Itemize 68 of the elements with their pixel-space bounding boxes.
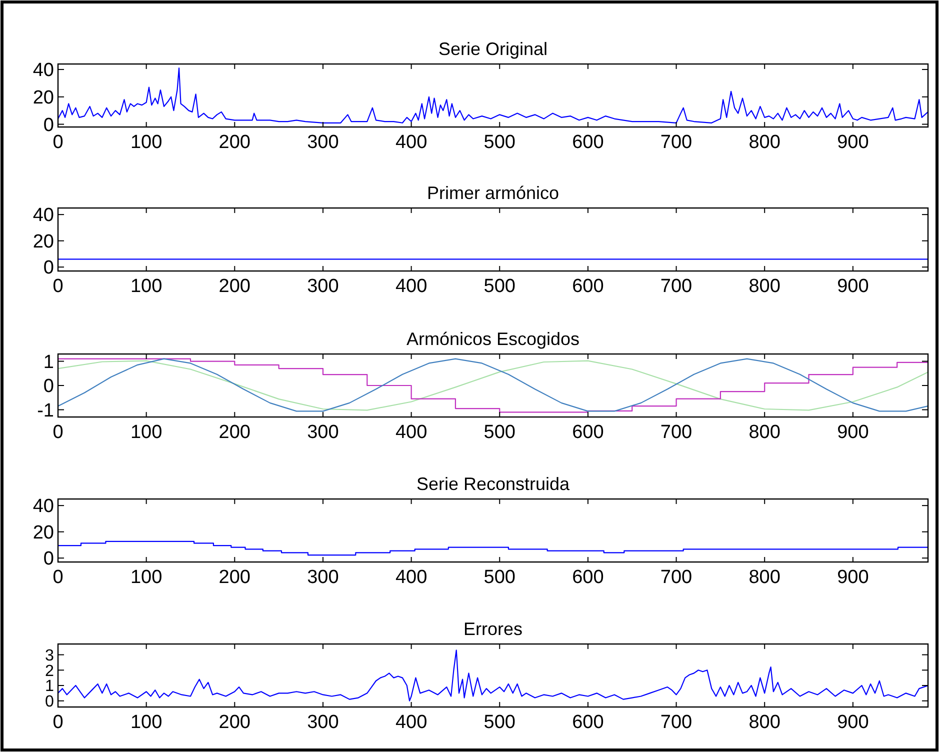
y-tick-label: 0 xyxy=(43,258,54,279)
y-tick-label: 0 xyxy=(43,376,54,398)
x-tick-label: 100 xyxy=(130,422,162,443)
x-tick-label: 300 xyxy=(307,132,339,153)
x-tick-label: 400 xyxy=(395,422,428,443)
chart-title: Primer armónico xyxy=(426,183,560,203)
x-tick-label: 600 xyxy=(572,712,604,733)
y-tick-label: 40 xyxy=(32,205,54,226)
x-tick-label: 500 xyxy=(484,422,516,443)
x-tick-label: 900 xyxy=(837,132,869,153)
x-tick-label: 900 xyxy=(837,567,869,588)
x-tick-label: 200 xyxy=(218,422,250,443)
y-tick-label: 20 xyxy=(32,231,54,252)
x-tick-label: 100 xyxy=(130,712,162,733)
x-tick-label: 100 xyxy=(130,276,162,297)
x-tick-label: 300 xyxy=(307,276,339,297)
x-tick-label: 800 xyxy=(748,276,780,297)
x-tick-label: 200 xyxy=(218,132,250,153)
x-tick-label: 500 xyxy=(484,276,516,297)
x-tick-label: 200 xyxy=(218,276,250,297)
y-tick-label: 20 xyxy=(32,522,54,544)
x-tick-label: 500 xyxy=(484,567,516,588)
x-tick-label: 700 xyxy=(660,567,692,588)
x-tick-label: 300 xyxy=(307,567,339,588)
x-tick-label: 600 xyxy=(572,276,604,297)
x-tick-label: 900 xyxy=(837,712,869,733)
x-tick-label: 800 xyxy=(748,567,780,588)
x-tick-label: 300 xyxy=(307,422,339,443)
x-tick-label: 700 xyxy=(660,422,692,443)
line-series xyxy=(58,68,928,124)
x-tick-label: 900 xyxy=(837,422,869,443)
y-tick-label: 3 xyxy=(45,646,54,664)
x-tick-label: 500 xyxy=(484,132,516,153)
x-tick-label: 200 xyxy=(218,712,250,733)
x-tick-label: 400 xyxy=(395,132,428,153)
x-tick-label: 600 xyxy=(572,567,604,588)
x-tick-label: 100 xyxy=(130,567,162,588)
y-tick-label: 1 xyxy=(45,677,54,696)
x-tick-label: 900 xyxy=(837,276,869,297)
x-tick-label: 700 xyxy=(660,276,692,297)
x-tick-label: 500 xyxy=(484,712,516,733)
chart-title: Serie Original xyxy=(438,39,548,59)
x-tick-label: 800 xyxy=(748,132,780,153)
y-tick-label: 40 xyxy=(32,60,54,82)
line-series xyxy=(58,650,928,702)
x-tick-label: 800 xyxy=(748,712,780,733)
chart-title: Armónicos Escogidos xyxy=(406,329,580,349)
x-tick-label: 700 xyxy=(660,132,692,153)
y-tick-label: -1 xyxy=(37,400,54,422)
y-tick-label: 40 xyxy=(32,496,54,518)
y-tick-label: 0 xyxy=(43,114,54,136)
x-tick-label: 400 xyxy=(395,276,428,297)
chart-title: Serie Reconstruida xyxy=(416,474,571,494)
y-tick-label: 2 xyxy=(45,662,54,680)
y-tick-label: 0 xyxy=(43,548,54,570)
x-tick-label: 400 xyxy=(395,567,428,588)
chart-title: Errores xyxy=(463,619,523,639)
x-tick-label: 600 xyxy=(572,132,604,153)
x-tick-label: 700 xyxy=(660,712,692,733)
x-tick-label: 200 xyxy=(218,567,250,588)
x-tick-label: 300 xyxy=(307,712,339,733)
x-tick-label: 600 xyxy=(572,422,604,443)
y-tick-label: 1 xyxy=(43,352,54,373)
x-tick-label: 400 xyxy=(395,712,428,733)
x-tick-label: 800 xyxy=(748,422,780,443)
x-tick-label: 100 xyxy=(130,132,162,153)
y-tick-label: 20 xyxy=(32,88,54,109)
y-tick-label: 0 xyxy=(45,692,54,710)
